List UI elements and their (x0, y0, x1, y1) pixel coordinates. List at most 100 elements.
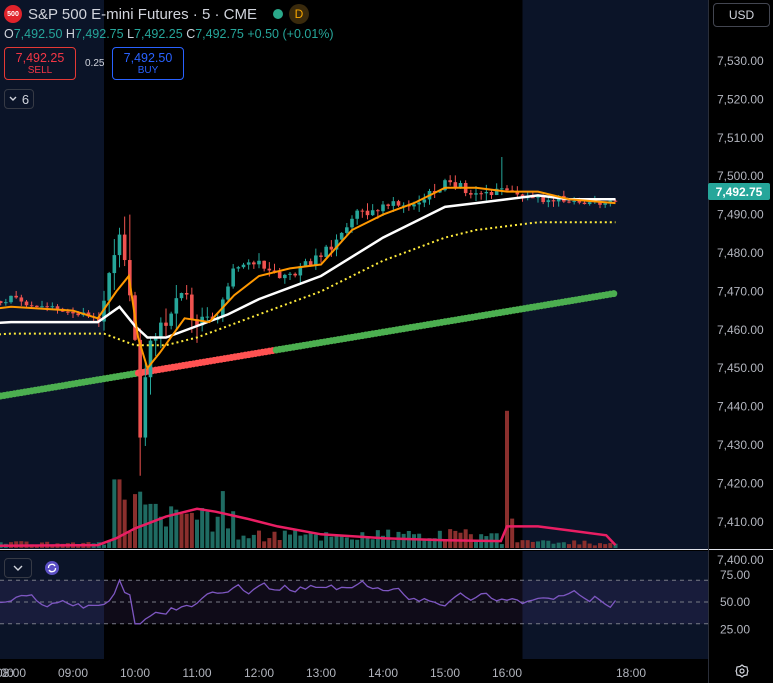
price-tick-label: 7,530.00 (717, 54, 764, 68)
volume-bar (505, 410, 509, 548)
volume-bar (561, 542, 566, 548)
volume-bar (251, 534, 256, 548)
time-tick-label: 12:00 (244, 666, 274, 680)
candle-body (277, 271, 282, 279)
ohlc-high: 7,492.75 (74, 27, 124, 41)
volume-bar (257, 530, 261, 548)
candle-body (370, 210, 375, 216)
candle-body (603, 203, 607, 205)
candle-body (531, 197, 535, 199)
candle-body (148, 340, 153, 378)
volume-bar (195, 519, 199, 548)
volume-bar (401, 533, 406, 548)
volume-bar (603, 544, 608, 548)
ohlc-open-label: O (4, 27, 14, 41)
volume-bar (267, 538, 272, 548)
ema-dotted-line (0, 221, 616, 347)
volume-bar (510, 518, 515, 548)
symbol-header[interactable]: 500 S&P 500 E-mini Futures · 5 · CME D (4, 4, 309, 24)
candle-body (381, 204, 385, 212)
volume-bar (272, 531, 277, 548)
rsi-tick-label: 25.00 (720, 622, 750, 636)
volume-bar (164, 526, 168, 548)
volume-bar (112, 479, 117, 548)
candle-body (159, 322, 163, 338)
buy-button[interactable]: 7,492.50 BUY (112, 47, 184, 80)
rsi-pane-controls (4, 558, 66, 578)
candle-body (577, 200, 582, 203)
premarket-shade (0, 0, 104, 549)
price-tick-label: 7,430.00 (717, 438, 764, 452)
candle-body (283, 274, 287, 279)
candle-body (55, 306, 60, 309)
time-tick-label: 16:00 (492, 666, 522, 680)
postmarket-shade (522, 0, 708, 549)
volume-bar (138, 491, 143, 548)
candle-body (117, 234, 122, 256)
volume-bar (556, 542, 561, 548)
symbol-title[interactable]: S&P 500 E-mini Futures · 5 · CME (28, 5, 257, 23)
candle-body (102, 300, 106, 322)
volume-bar (293, 529, 298, 548)
price-tick-label: 7,480.00 (717, 246, 764, 260)
buy-price: 7,492.50 (123, 51, 173, 65)
candle-body (345, 227, 349, 233)
volume-bar (499, 544, 504, 548)
candle-body (319, 255, 323, 257)
ohlc-low: 7,492.25 (134, 27, 183, 41)
candle-body (412, 204, 416, 207)
candle-body (479, 193, 483, 195)
candle-body (14, 295, 18, 298)
volume-bar (143, 504, 148, 548)
candle-body (391, 201, 396, 206)
volume-bar (122, 499, 127, 548)
sell-label: SELL (27, 65, 53, 76)
volume-bar (102, 544, 106, 548)
candle-body (376, 210, 380, 212)
interval-badge[interactable]: D (288, 4, 309, 24)
candle-body (334, 239, 339, 250)
candle-body (293, 273, 297, 276)
sell-button[interactable]: 7,492.25 SELL (4, 47, 76, 80)
volume-bar (474, 541, 478, 548)
candle-body (598, 201, 602, 205)
volume-bar (422, 538, 427, 548)
volume-bar (536, 541, 540, 548)
candle-body (4, 302, 8, 304)
volume-bar (541, 540, 546, 548)
indicators-toggle[interactable]: 6 (4, 89, 34, 109)
volume-bar (236, 539, 241, 548)
candle-body (71, 311, 75, 314)
currency-select[interactable]: USD (713, 3, 770, 27)
candle-body (453, 182, 458, 188)
refresh-icon (45, 561, 59, 575)
volume-bar (350, 539, 354, 548)
settings-button[interactable] (734, 663, 750, 679)
rsi-refresh-button[interactable] (38, 558, 66, 578)
candle-body (541, 196, 545, 203)
volume-bar (448, 529, 453, 548)
time-tick-label: 08:00 (0, 666, 26, 680)
volume-bar (169, 506, 174, 548)
volume-bar (246, 538, 251, 548)
currency-label: USD (728, 8, 755, 22)
candle-body (29, 305, 34, 307)
price-tick-label: 7,520.00 (717, 92, 764, 106)
volume-bar (133, 494, 137, 548)
volume-bar (551, 543, 556, 548)
gear-icon (735, 664, 749, 678)
volume-bar (324, 532, 329, 548)
candle-body (515, 191, 520, 195)
ohlc-high-label: H (65, 27, 75, 41)
volume-bar (370, 539, 375, 548)
volume-bar (282, 530, 287, 548)
candle-body (122, 234, 127, 261)
rsi-collapse-button[interactable] (4, 558, 32, 578)
volume-bar (360, 532, 365, 548)
volume-bar (412, 534, 416, 548)
volume-bar (427, 538, 432, 548)
volume-bar (210, 531, 215, 548)
volume-bar (391, 540, 396, 548)
volume-bar (277, 540, 282, 548)
